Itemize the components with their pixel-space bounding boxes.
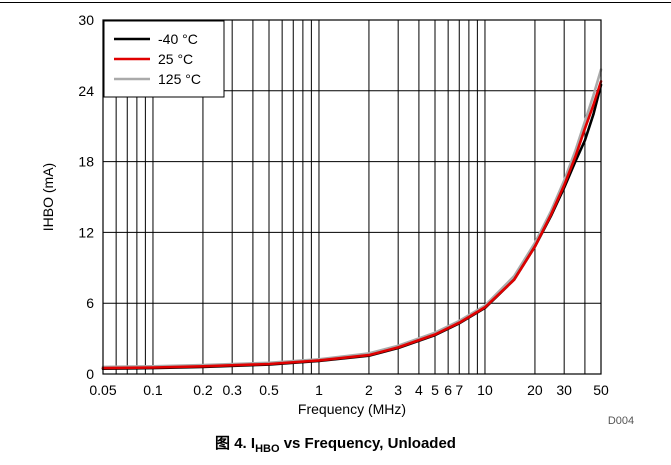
figure-caption: 图 4. IHBO vs Frequency, Unloaded — [0, 432, 671, 455]
iHBO-vs-frequency-chart: 0.05 0.1 0.2 0.3 0.5 1 2 3 4 5 6 7 10 20 30 50061218243… — [40, 12, 634, 427]
legend-label: 25 °C — [158, 51, 193, 67]
legend: -40 °C 25 °C 125 °C — [103, 20, 225, 98]
tick-labels: 0.05 0.1 0.2 0.3 0.5 1 2 3 4 5 6 7 10 20 30 50061218243… — [78, 12, 609, 398]
figure-code: D004 — [608, 415, 634, 427]
x-tick-label: 4 — [415, 382, 423, 398]
x-tick-label: 0.5 — [259, 382, 279, 398]
x-tick-label: 50 — [593, 382, 609, 398]
x-tick-label: 6 — [444, 382, 452, 398]
x-tick-label: 3 — [394, 382, 402, 398]
y-tick-label: 30 — [78, 12, 94, 28]
plot-frame — [102, 19, 602, 375]
x-tick-label: 30 — [556, 382, 572, 398]
x-tick-label: 20 — [527, 382, 543, 398]
legend-label: -40 °C — [158, 31, 198, 47]
y-tick-label: 12 — [78, 224, 94, 240]
series-line — [101, 80, 603, 370]
x-tick-label: 2 — [365, 382, 373, 398]
y-tick-label: 24 — [78, 83, 94, 99]
y-axis-label: IHBO (mA) — [40, 163, 56, 231]
x-tick-label: 10 — [477, 382, 493, 398]
series-lines — [101, 68, 603, 371]
top-rule — [0, 2, 671, 3]
x-tick-label: 0.3 — [222, 382, 242, 398]
caption-subscript: HBO — [255, 443, 280, 455]
y-tick-label: 18 — [78, 154, 94, 170]
series-line — [101, 68, 603, 369]
x-tick-label: 1 — [315, 382, 323, 398]
series-line — [101, 83, 603, 371]
x-tick-label: 0.05 — [89, 382, 116, 398]
x-tick-label: 0.2 — [193, 382, 213, 398]
caption-suffix: vs Frequency, Unloaded — [283, 435, 456, 452]
x-tick-label: 0.1 — [143, 382, 163, 398]
x-tick-label: 7 — [455, 382, 463, 398]
y-tick-label: 6 — [86, 295, 94, 311]
caption-symbol: I — [250, 435, 256, 452]
caption-prefix: 图 4. — [215, 435, 247, 452]
y-tick-label: 0 — [86, 366, 94, 382]
x-axis-label: Frequency (MHz) — [298, 401, 406, 417]
x-tick-label: 5 — [431, 382, 439, 398]
legend-label: 125 °C — [158, 71, 201, 87]
